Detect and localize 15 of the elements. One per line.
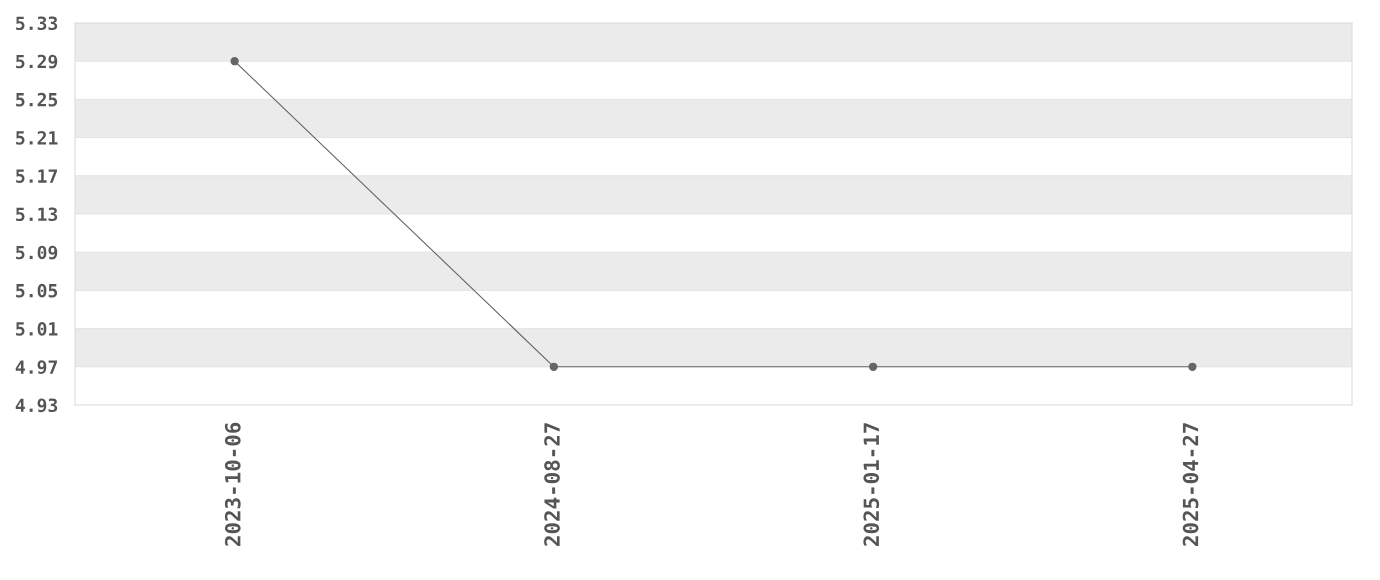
y-tick-label: 5.09 xyxy=(16,245,58,260)
x-tick-label: 2024-08-27 xyxy=(544,423,560,546)
x-tick-label: 2025-04-27 xyxy=(1182,423,1199,546)
y-tick-label: 5.17 xyxy=(16,169,57,183)
y-tick-label: 5.21 xyxy=(16,131,58,145)
y-tick-label: 4.97 xyxy=(15,360,57,374)
y-tick-label: 5.25 xyxy=(16,92,58,107)
y-tick-label: 5.05 xyxy=(16,283,58,298)
y-tick-label: 4.93 xyxy=(15,398,58,413)
y-tick-label: 5.33 xyxy=(16,16,58,31)
y-tick-label: 5.01 xyxy=(16,322,58,336)
y-tick-label: 5.29 xyxy=(16,54,58,69)
x-tick-label: 2025-01-17 xyxy=(863,423,880,546)
y-tick-label: 5.13 xyxy=(16,207,58,222)
x-tick-label: 2023-10-06 xyxy=(224,422,241,546)
